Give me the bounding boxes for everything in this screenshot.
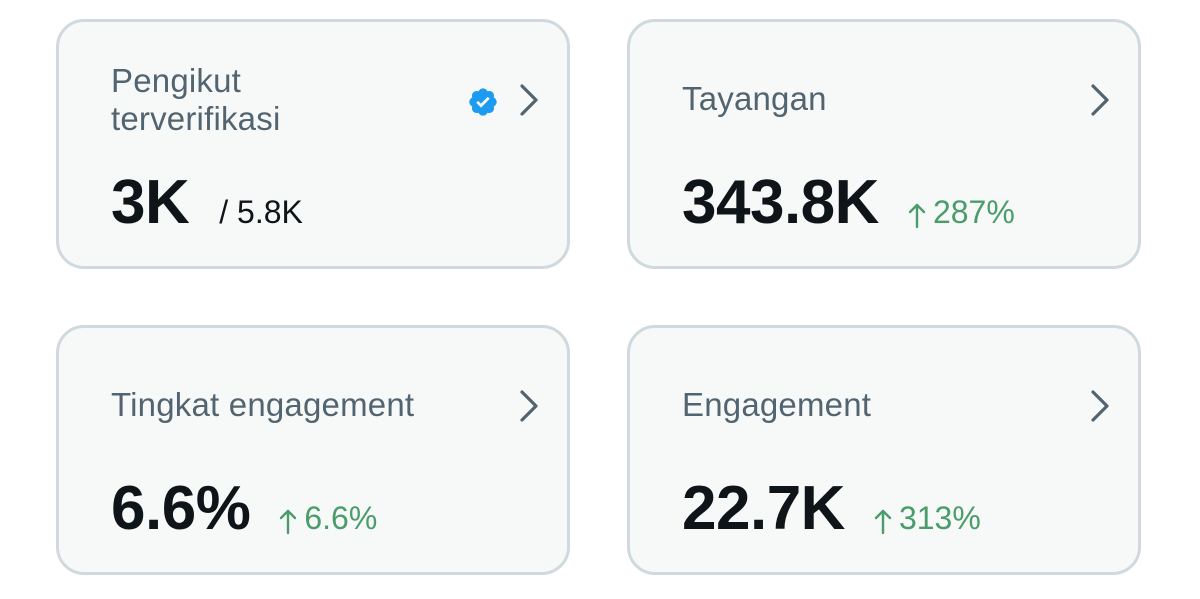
arrow-up-icon xyxy=(874,509,892,534)
metric-change: 6.6% xyxy=(278,500,377,537)
card-title: Engagement xyxy=(682,386,872,423)
metric-value: 6.6% xyxy=(111,474,251,543)
arrow-up-icon xyxy=(908,203,926,228)
chevron-right-icon[interactable] xyxy=(517,388,541,424)
metric-value-row: 6.6% 6.6% xyxy=(111,478,377,540)
metric-change: 287% xyxy=(907,194,1015,231)
metric-change-value: 287% xyxy=(932,194,1015,230)
metric-value: 22.7K xyxy=(682,474,845,543)
chevron-right-icon[interactable] xyxy=(517,82,541,118)
impressions-card[interactable]: Tayangan 343.8K 287% xyxy=(627,19,1141,269)
verified-followers-card[interactable]: Pengikut terverifikasi 3K / 5.8K xyxy=(56,19,570,269)
metric-value: 3K xyxy=(111,168,190,237)
metric-change-value: 313% xyxy=(898,500,981,536)
chevron-right-icon[interactable] xyxy=(1088,388,1112,424)
metric-total: / 5.8K xyxy=(219,194,303,230)
metric-change-value: 6.6% xyxy=(304,500,378,536)
metric-value-row: 22.7K 313% xyxy=(682,478,981,540)
metric-value-row: 3K / 5.8K xyxy=(111,172,303,234)
card-title: Tingkat engagement xyxy=(111,386,415,423)
metric-change: 313% xyxy=(873,500,981,537)
engagement-rate-card[interactable]: Tingkat engagement 6.6% 6.6% xyxy=(56,325,570,575)
metric-value-row: 343.8K 287% xyxy=(682,172,1015,234)
engagements-card[interactable]: Engagement 22.7K 313% xyxy=(627,325,1141,575)
chevron-right-icon[interactable] xyxy=(1088,82,1112,118)
verified-badge-icon xyxy=(469,88,497,116)
card-title: Tayangan xyxy=(682,80,827,117)
metric-value: 343.8K xyxy=(682,168,879,237)
arrow-up-icon xyxy=(280,509,297,534)
card-title: Pengikut terverifikasi xyxy=(111,62,281,137)
